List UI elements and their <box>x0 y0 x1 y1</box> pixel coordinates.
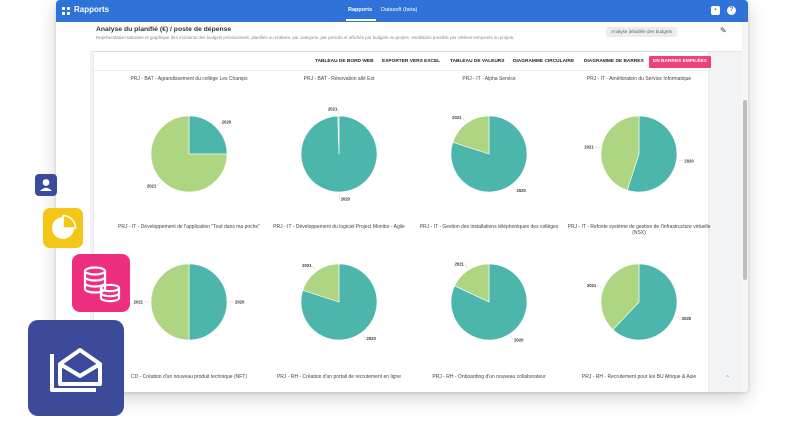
pie-slice-2020[interactable] <box>626 115 678 193</box>
top-app-bar: Rapports Rapports Datasoft (beta) ▪ ? <box>56 0 748 22</box>
pie-slice-2021[interactable] <box>337 115 340 155</box>
chart-title: PRJ - BAT - Agrandissement du collège Le… <box>130 76 248 82</box>
pie-slice-label: 2020 <box>514 338 524 343</box>
scrollbar-thumb[interactable] <box>743 100 747 280</box>
coins-icon <box>72 254 130 312</box>
page-subtitle: Représentation tabulaire et graphique de… <box>96 35 515 40</box>
pie-slice-label: 2021 <box>134 300 144 305</box>
pie-slice-label: 2021 <box>147 183 157 188</box>
values-table-button[interactable]: TABLEAU DE VALEURS <box>450 59 505 64</box>
pie-chart-cell: PRJ - IT - Amélioration du Service Infor… <box>564 76 714 226</box>
pie-chart-cell: PRJ - IT - Alpha Service 2020 2021 <box>414 76 564 226</box>
chart-title: PRJ - RH - Création d'un portail de recr… <box>276 374 402 380</box>
help-icon[interactable]: ? <box>727 6 736 15</box>
export-excel-button[interactable]: EXPORTER VERS EXCEL <box>382 59 441 64</box>
pie-slice-2020[interactable] <box>188 263 228 341</box>
tab-datasoft[interactable]: Datasoft (beta) <box>381 7 418 13</box>
toolbar-divider <box>94 70 708 71</box>
pie-label-leader <box>464 263 468 269</box>
app-title: Rapports <box>74 5 110 14</box>
edit-pencil-icon[interactable]: ✎ <box>720 26 727 35</box>
pie-slice-2021[interactable] <box>600 115 640 191</box>
pie-label-leader <box>510 335 514 341</box>
active-tab-indicator <box>346 19 376 21</box>
pie-slice-label: 2021 <box>584 145 594 150</box>
pie-label-leader <box>512 186 516 191</box>
bar-chart-button[interactable]: DIAGRAMME DE BARRES <box>584 59 644 64</box>
title-band: Analyse du planifié (€) / poste de dépen… <box>90 22 743 52</box>
scroll-to-top-icon[interactable]: ⌃ <box>724 374 731 383</box>
pie-chart-cell: PRJ - IT - Refonte système de gestion de… <box>564 224 714 374</box>
detailed-analysis-button[interactable]: Analyse détaillée des budgets <box>606 27 678 37</box>
chart-title: PRJ - IT - Développement de l'applicatio… <box>118 224 260 230</box>
pie-label-leader <box>594 146 600 148</box>
mail-icon <box>28 320 124 416</box>
pie-slice-label: 2020 <box>341 197 351 202</box>
web-dashboard-button[interactable]: TABLEAU DE BORD WEB <box>315 59 374 64</box>
pie-chart[interactable]: 2020 2021 <box>414 224 564 374</box>
page-title: Analyse du planifié (€) / poste de dépen… <box>96 26 232 33</box>
pie-chart-cell: PRJ - IT - Développement de l'applicatio… <box>114 224 264 374</box>
stacked-bars-button[interactable]: EN BARRES EMPILÉES <box>649 56 711 68</box>
chart-title: PRJ - IT - Alpha Service <box>462 76 516 82</box>
pie-slice-label: 2020 <box>682 316 692 321</box>
pie-slice-label: 2020 <box>235 300 245 305</box>
pie-label-leader <box>217 122 221 126</box>
chart-title: PRJ - BAT - Rénovation allé Est <box>303 76 375 82</box>
pie-slice-label: 2020 <box>367 336 377 341</box>
pie-label-leader <box>676 316 681 319</box>
chart-title: PRJ - IT - Amélioration du Service Infor… <box>586 76 692 82</box>
pie-chart-cell: PRJ - BAT - Rénovation allé Est 2020 2021 <box>264 76 414 226</box>
pie-slice-label: 2021 <box>302 263 312 268</box>
pie-slice-label: 2021 <box>452 115 462 120</box>
pie-slice-2021[interactable] <box>302 263 340 303</box>
chat-icon[interactable]: ▪ <box>711 6 720 15</box>
pie-chart[interactable]: 2020 2021 <box>264 224 414 374</box>
pie-chart[interactable]: 2020 2021 <box>414 76 564 226</box>
pie-chart-icon <box>43 208 83 248</box>
pie-chart[interactable]: 2020 2021 <box>564 224 714 374</box>
pie-slice-2021[interactable] <box>454 263 490 303</box>
pie-slice-2021[interactable] <box>150 263 190 341</box>
pie-slice-2020[interactable] <box>188 115 228 155</box>
pie-label-leader <box>462 117 466 122</box>
chart-title: PRJ - IT - Gestion des installations tél… <box>419 224 559 230</box>
app-window: Rapports Rapports Datasoft (beta) ▪ ? An… <box>56 0 748 392</box>
pie-slice-2021[interactable] <box>452 115 490 155</box>
pie-chart[interactable]: 2020 2021 <box>264 76 414 226</box>
chart-title: PRJ - IT - Développement du logiciel Pro… <box>273 224 405 230</box>
pie-slice-label: 2020 <box>517 188 527 193</box>
pie-slice-label: 2020 <box>684 159 694 164</box>
pie-chart-cell: PRJ - IT - Gestion des installations tél… <box>414 224 564 374</box>
pie-slice-label: 2021 <box>328 107 338 112</box>
pie-label-leader <box>312 265 316 270</box>
chart-title: PRJ - IT - Refonte système de gestion de… <box>567 224 711 236</box>
chart-title: PRJ - RH - Onboarding d'un nouveau colla… <box>432 374 546 380</box>
pie-slice-label: 2021 <box>587 283 597 288</box>
pie-label-leader <box>157 182 161 186</box>
pie-chart-button[interactable]: DIAGRAMME CIRCULAIRE <box>513 59 575 64</box>
tab-rapports[interactable]: Rapports <box>348 7 373 13</box>
user-icon <box>35 174 57 196</box>
pie-slice-2021[interactable] <box>150 115 228 193</box>
pie-chart[interactable]: 2020 2021 <box>114 224 264 374</box>
pie-slice-2020[interactable] <box>612 263 678 341</box>
pie-label-leader <box>678 160 684 162</box>
pie-slice-2021[interactable] <box>600 263 640 331</box>
pie-chart-cell: PRJ - BAT - Agrandissement du collège Le… <box>114 76 264 226</box>
chart-title: CD - Création d'un nouveau produit techn… <box>130 374 247 380</box>
pie-chart[interactable]: 2020 2021 <box>564 76 714 226</box>
pie-slice-label: 2021 <box>455 262 465 267</box>
pie-label-leader <box>362 334 366 339</box>
apps-grid-icon[interactable] <box>62 7 70 15</box>
pie-label-leader <box>597 285 602 288</box>
pie-chart-cell: PRJ - IT - Développement du logiciel Pro… <box>264 224 414 374</box>
main-content: Analyse du planifié (€) / poste de dépen… <box>90 22 743 392</box>
chart-title: PRJ - RH - Recrutement pour les BU Afriq… <box>581 374 697 380</box>
pie-chart[interactable]: 2020 2021 <box>114 76 264 226</box>
charts-card: TABLEAU DE BORD WEB EXPORTER VERS EXCEL … <box>94 52 711 392</box>
pie-slice-label: 2020 <box>222 120 232 125</box>
view-toolbar: TABLEAU DE BORD WEB EXPORTER VERS EXCEL … <box>94 56 711 68</box>
